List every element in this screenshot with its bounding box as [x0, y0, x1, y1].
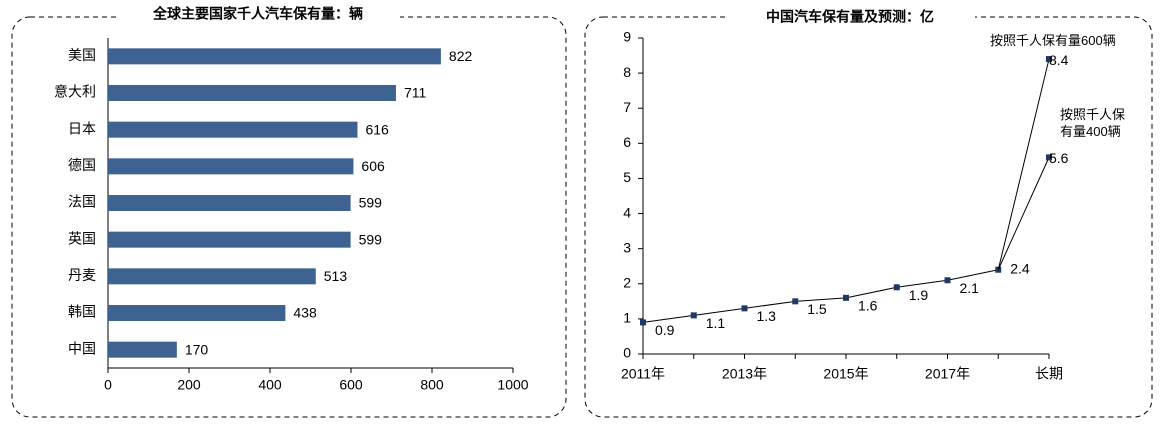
data-label: 1.3	[757, 308, 777, 324]
data-label: 8.4	[1049, 52, 1069, 68]
marker	[944, 277, 951, 284]
marker	[690, 312, 697, 319]
x-tick-label: 2013年	[722, 366, 767, 382]
data-label: 599	[359, 195, 383, 211]
bar	[108, 158, 354, 175]
bar	[108, 231, 351, 248]
y-tick-label: 9	[623, 29, 631, 45]
marker	[843, 294, 849, 301]
bar	[108, 195, 351, 211]
y-tick-label: 4	[623, 204, 631, 220]
bar	[108, 305, 286, 321]
bar	[108, 85, 396, 101]
data-label: 1.5	[807, 301, 827, 317]
marker	[1046, 154, 1052, 161]
y-tick-label: 2	[623, 274, 631, 290]
data-label: 711	[404, 85, 427, 101]
y-tick-label: 1	[623, 310, 631, 326]
series-annotation: 按照千人保有量400辆	[1060, 107, 1126, 139]
y-tick-label: 美国	[68, 47, 96, 63]
title-bg	[120, 6, 400, 26]
y-tick-label: 5	[623, 169, 631, 185]
x-tick-label: 0	[104, 377, 112, 393]
data-label: 1.6	[858, 298, 878, 314]
line	[642, 269, 999, 323]
chart-title: 全球主要国家千人汽车保有量：辆	[152, 6, 363, 22]
x-tick-label: 200	[177, 377, 201, 393]
series-annotation: 按照千人保有量600辆	[990, 33, 1116, 48]
marker	[893, 284, 900, 291]
y-tick-label: 意大利	[54, 84, 96, 100]
data-label: 616	[365, 121, 389, 137]
title-bg	[725, 6, 975, 28]
branch-line	[997, 157, 1050, 270]
x-tick-label: 400	[258, 377, 282, 393]
panel-frame	[11, 16, 567, 418]
y-tick-label: 德国	[68, 157, 96, 173]
y-tick-label: 中国	[68, 340, 96, 356]
chart-title: 中国汽车保有量及预测：亿	[766, 9, 934, 25]
x-tick-label: 长期	[1035, 366, 1063, 382]
bar	[108, 48, 441, 65]
data-label: 5.6	[1049, 150, 1069, 166]
y-tick-label: 7	[623, 99, 631, 115]
data-label: 2.4	[1010, 260, 1030, 276]
marker	[792, 298, 799, 305]
data-label: 1.9	[909, 287, 929, 303]
panel-frame	[584, 16, 1153, 418]
data-label: 438	[293, 305, 317, 321]
bar	[108, 268, 316, 285]
data-label: 170	[185, 341, 209, 357]
data-label: 2.1	[960, 280, 980, 296]
y-tick-label: 6	[623, 134, 631, 150]
data-label: 822	[449, 48, 473, 64]
y-tick-label: 法国	[68, 194, 96, 210]
y-tick-label: 3	[623, 239, 631, 255]
x-tick-label: 2015年	[823, 366, 868, 382]
bar	[108, 341, 177, 358]
marker	[1046, 56, 1052, 63]
data-label: 0.9	[655, 322, 675, 338]
y-tick-label: 8	[623, 64, 631, 80]
x-tick-label: 600	[339, 377, 363, 393]
data-label: 1.1	[706, 315, 726, 331]
data-label: 513	[324, 268, 348, 284]
branch-line	[997, 58, 1050, 270]
data-label: 606	[361, 158, 385, 174]
marker	[640, 319, 646, 326]
x-tick-label: 800	[420, 377, 444, 393]
data-label: 599	[359, 231, 383, 247]
y-tick-label: 丹麦	[68, 267, 96, 283]
x-tick-label: 2017年	[925, 366, 970, 382]
y-tick-label: 英国	[68, 230, 96, 246]
y-tick-label: 0	[623, 345, 631, 361]
x-tick-label: 2011年	[621, 366, 665, 382]
x-tick-label: 1000	[497, 377, 528, 393]
y-tick-label: 韩国	[68, 304, 96, 320]
marker	[741, 305, 748, 312]
y-tick-label: 日本	[68, 120, 96, 136]
bar	[108, 121, 358, 138]
